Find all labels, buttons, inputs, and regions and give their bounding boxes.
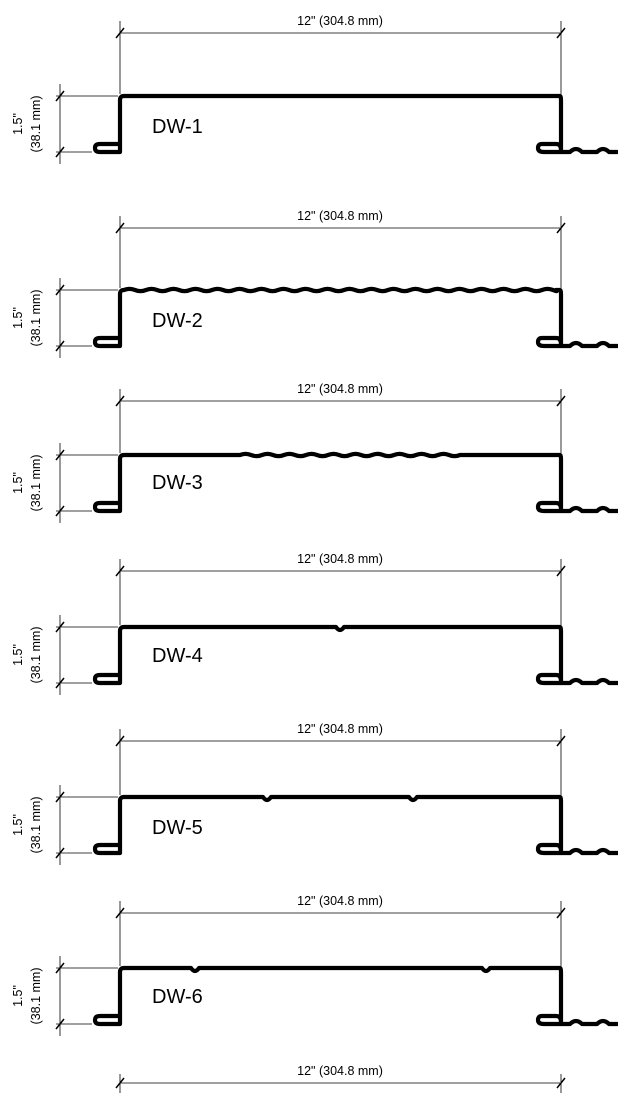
dimension-ticks (115, 565, 566, 577)
dimension-ticks (115, 735, 566, 747)
profile-label: DW-3 (152, 472, 203, 494)
deck-profile-outline (92, 451, 618, 514)
profile-label: DW-5 (152, 817, 203, 839)
width-dimension-label: 12" (304.8 mm) (297, 894, 383, 908)
height-dimension-ticks (55, 621, 65, 689)
profile-label: DW-6 (152, 986, 203, 1008)
dimension-ticks (115, 222, 566, 234)
height-dimension-inches: 1.5" (11, 113, 25, 135)
deck-profile-outline (92, 624, 618, 686)
height-dimension-mm: (38.1 mm) (29, 968, 43, 1025)
panel-dw-5: 12" (304.8 mm) 1.5" (38.1 mm) DW-5 (11, 722, 618, 865)
width-dimension-label: 12" (304.8 mm) (297, 382, 383, 396)
panel-dw-1: 12" (304.8 mm) 1.5" (38.1 mm) DW-1 (11, 14, 618, 164)
deck-profile-outline (92, 965, 618, 1027)
height-dimension-mm: (38.1 mm) (29, 797, 43, 854)
height-dimension-inches: 1.5" (11, 307, 25, 329)
height-dimension-ticks (55, 449, 65, 517)
bottom-dimension: 12" (304.8 mm) (115, 1064, 566, 1093)
width-dimension-label: 12" (304.8 mm) (297, 722, 383, 736)
height-dimension-inches: 1.5" (11, 985, 25, 1007)
bottom-dimension-label: 12" (304.8 mm) (297, 1064, 383, 1078)
height-dimension-ticks (55, 962, 65, 1030)
bottom-dimension-ticks (115, 1077, 566, 1089)
height-dimension-ticks (55, 90, 65, 158)
height-dimension-mm: (38.1 mm) (29, 290, 43, 347)
height-dimension-mm: (38.1 mm) (29, 627, 43, 684)
width-dimension-label: 12" (304.8 mm) (297, 552, 383, 566)
height-dimension-mm: (38.1 mm) (29, 96, 43, 153)
height-dimension-ticks (55, 791, 65, 859)
deck-profile-outline (92, 794, 618, 856)
panel-dw-6: 12" (304.8 mm) 1.5" (38.1 mm) DW-6 (11, 894, 618, 1036)
deck-profile-outline (92, 286, 618, 349)
deck-profile-outline (92, 93, 618, 155)
dimension-ticks (115, 395, 566, 407)
height-dimension-inches: 1.5" (11, 644, 25, 666)
dimension-ticks (115, 907, 566, 919)
height-dimension-ticks (55, 284, 65, 352)
height-dimension-inches: 1.5" (11, 814, 25, 836)
profile-label: DW-4 (152, 645, 203, 667)
height-dimension-inches: 1.5" (11, 472, 25, 494)
width-dimension-label: 12" (304.8 mm) (297, 209, 383, 223)
width-dimension-label: 12" (304.8 mm) (297, 14, 383, 28)
dimension-ticks (115, 27, 566, 39)
panel-dw-4: 12" (304.8 mm) 1.5" (38.1 mm) DW-4 (11, 552, 618, 695)
profile-label: DW-2 (152, 310, 203, 332)
panel-dw-3: 12" (304.8 mm) 1.5" (38.1 mm) DW-3 (11, 382, 618, 523)
profile-label: DW-1 (152, 116, 203, 138)
panel-dw-2: 12" (304.8 mm) 1.5" (38.1 mm) DW-2 (11, 209, 618, 358)
height-dimension-mm: (38.1 mm) (29, 455, 43, 512)
